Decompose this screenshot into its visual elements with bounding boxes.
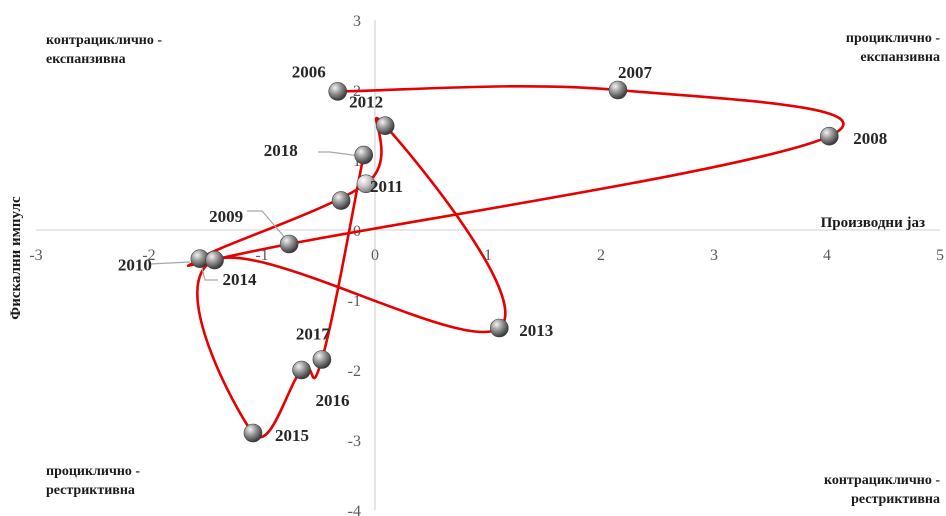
x-tick-label: -3 (29, 247, 42, 264)
point-label-2009: 2009 (209, 207, 243, 226)
x-tick-label: 5 (936, 247, 944, 264)
marker-2018 (354, 145, 374, 165)
y-tick-label: -2 (348, 363, 361, 380)
point-label-2015: 2015 (275, 426, 309, 445)
x-tick-label: 4 (823, 247, 831, 264)
x-tick-label: 1 (484, 247, 492, 264)
quadrant-label: контрациклично - (824, 473, 940, 488)
quadrant-label: рестриктивна (851, 492, 940, 507)
point-label-2010: 2010 (118, 256, 152, 275)
leader-line-2014 (201, 267, 218, 281)
marker-2006 (328, 82, 348, 101)
y-axis-title: Фискални импулс (8, 196, 24, 320)
quadrant-label: експанзивна (46, 52, 126, 67)
markers (190, 80, 839, 443)
point-label-2007: 2007 (618, 63, 653, 82)
point-label-2013: 2013 (519, 321, 553, 340)
point-label-2018: 2018 (264, 141, 298, 160)
point-label-2017: 2017 (296, 325, 331, 344)
leader-line-2018 (318, 151, 361, 157)
x-axis-title: Производни јаз (821, 215, 925, 231)
marker-2014 (205, 250, 224, 270)
point-label-2011: 2011 (370, 177, 403, 196)
marker-2013 (489, 318, 509, 338)
x-tick-label: -2 (142, 247, 155, 264)
marker-2015 (243, 423, 263, 443)
point-label-2012: 2012 (349, 93, 383, 112)
x-tick-label: 3 (710, 247, 718, 264)
point-label-2006: 2006 (292, 62, 326, 81)
y-tick-label: -1 (348, 293, 361, 310)
marker-unlabeled (331, 191, 351, 210)
y-tick-label: -3 (348, 433, 361, 450)
leader-line-2009 (247, 210, 288, 241)
y-tick-label: -4 (348, 503, 361, 516)
quadrant-label: контрациклично - (46, 33, 162, 48)
x-tick-label: 2 (597, 247, 605, 264)
axes (36, 20, 940, 510)
leader-line-2010 (149, 261, 191, 265)
marker-2017 (312, 350, 332, 369)
axis-titles: Производни јаз Фискални импулс (8, 196, 925, 320)
leader-lines (149, 151, 361, 281)
marker-2007 (608, 80, 628, 100)
quadrant-label: процик­лично - (846, 31, 940, 46)
y-tick-label: 3 (353, 13, 361, 30)
series-line-path (186, 85, 845, 439)
series-line (186, 85, 845, 439)
point-label-2008: 2008 (853, 129, 887, 148)
marker-2009 (279, 234, 299, 254)
marker-2011 (356, 174, 376, 194)
quadrant-label: рестриктивна (46, 483, 135, 498)
point-label-2014: 2014 (223, 270, 257, 289)
marker-2016 (292, 360, 311, 380)
marker-2012 (375, 116, 395, 135)
quadrant-label: процик­лично - (46, 464, 140, 479)
quadrant-labels: контрациклично - експанзивна процик­лично … (46, 31, 940, 507)
point-label-2016: 2016 (316, 391, 350, 410)
x-tick-label: 0 (371, 247, 379, 264)
quadrant-label: експанзивна (860, 50, 940, 65)
point-labels: 2006 200720082009201020112012201320142015… (118, 62, 887, 445)
marker-2008 (819, 126, 839, 146)
